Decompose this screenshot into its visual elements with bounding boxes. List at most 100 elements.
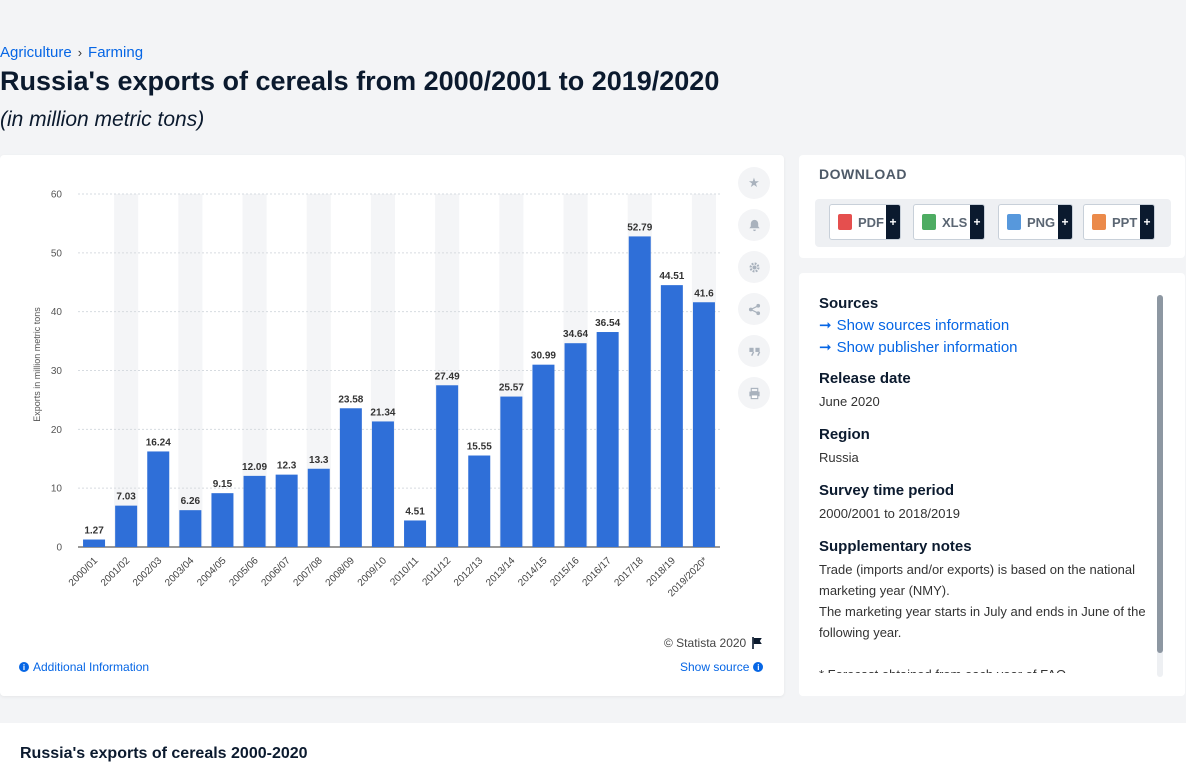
data-label: 9.15: [213, 479, 233, 490]
x-tick-label: 2014/15: [516, 555, 550, 589]
print-icon[interactable]: [738, 377, 770, 409]
additional-information-link[interactable]: i Additional Information: [19, 660, 149, 674]
y-tick-label: 10: [51, 484, 63, 495]
bar: [211, 493, 234, 547]
chart-toolbar: ★: [738, 167, 770, 409]
share-icon[interactable]: [738, 293, 770, 325]
data-label: 15.55: [467, 442, 492, 453]
flag-icon[interactable]: [752, 637, 763, 649]
details-scrollbar-thumb[interactable]: [1157, 295, 1163, 653]
supplementary-note-1: Trade (imports and/or exports) is based …: [819, 562, 1136, 598]
y-tick-label: 30: [51, 366, 63, 377]
x-tick-label: 2017/18: [613, 555, 647, 589]
data-label: 7.03: [116, 492, 136, 503]
show-source-label: Show source: [680, 660, 750, 674]
y-tick-label: 40: [51, 307, 63, 318]
y-tick-label: 20: [51, 425, 63, 436]
download-ppt-button[interactable]: PPT +: [1083, 204, 1155, 240]
survey-period-heading: Survey time period: [819, 482, 955, 499]
x-tick-label: 2004/05: [195, 555, 229, 589]
ppt-file-icon: [1092, 214, 1106, 230]
data-label: 4.51: [405, 506, 425, 517]
data-label: 6.26: [181, 496, 201, 507]
data-label: 27.49: [435, 371, 460, 382]
related-statistic-title: Russia's exports of cereals 2000-2020: [20, 745, 308, 762]
x-tick-label: 2000/01: [67, 555, 101, 589]
bar: [371, 421, 394, 547]
download-card: DOWNLOAD PDF + XLS + PNG + PPT +: [799, 155, 1185, 258]
plus-icon: +: [886, 205, 900, 239]
download-xls-button[interactable]: XLS +: [913, 204, 985, 240]
x-tick-label: 2013/14: [484, 555, 518, 589]
show-publisher-label: Show publisher information: [836, 338, 1018, 356]
data-label: 21.34: [370, 407, 395, 418]
bar: [692, 302, 715, 547]
data-label: 36.54: [595, 318, 620, 329]
data-label: 30.99: [531, 351, 556, 362]
xls-file-icon: [922, 214, 936, 230]
bar: [147, 451, 170, 547]
top-bar: [0, 0, 1186, 36]
bar: [532, 364, 555, 547]
plus-icon: +: [1058, 205, 1072, 239]
sources-section: Sources ➞ Show sources information ➞ Sho…: [819, 295, 1149, 356]
download-pdf-button[interactable]: PDF +: [829, 204, 901, 240]
y-axis-label: Exports in million metric tons: [32, 307, 42, 422]
bar: [339, 408, 362, 547]
details-scrollbar[interactable]: [1157, 295, 1163, 677]
survey-period-section: Survey time period 2000/2001 to 2018/201…: [819, 482, 1149, 524]
show-sources-link[interactable]: ➞ Show sources information: [819, 316, 1149, 335]
bar: [275, 474, 298, 547]
data-label: 44.51: [659, 271, 684, 282]
statistic-details-card: Sources ➞ Show sources information ➞ Sho…: [799, 273, 1185, 696]
data-label: 41.6: [694, 288, 714, 299]
region-section: Region Russia: [819, 426, 1149, 468]
x-tick-label: 2015/16: [548, 555, 582, 589]
x-tick-label: 2012/13: [452, 555, 486, 589]
download-title: DOWNLOAD: [819, 166, 907, 182]
bar: [115, 505, 138, 547]
download-xls-label: XLS: [942, 214, 968, 230]
breadcrumb-agriculture[interactable]: Agriculture: [0, 44, 72, 61]
show-sources-label: Show sources information: [836, 316, 1010, 334]
settings-gear-icon[interactable]: [738, 251, 770, 283]
details-fade: [799, 673, 1185, 696]
png-image-icon: [1007, 214, 1021, 230]
download-png-label: PNG: [1027, 214, 1056, 230]
release-date-heading: Release date: [819, 370, 911, 387]
survey-period-value: 2000/2001 to 2018/2019: [819, 506, 960, 521]
y-tick-label: 0: [56, 543, 62, 554]
copyright-text: © Statista 2020: [664, 636, 747, 650]
x-tick-label: 2016/17: [580, 555, 614, 589]
notification-bell-icon[interactable]: [738, 209, 770, 241]
chart-card: 0 10 20 30 40 50 60 Exports in million metric t…: [0, 155, 784, 696]
statistic-details: Sources ➞ Show sources information ➞ Sho…: [819, 295, 1149, 696]
sources-heading: Sources: [819, 295, 879, 312]
page-title: Russia's exports of cereals from 2000/20…: [0, 66, 720, 96]
data-label: 16.24: [146, 437, 171, 448]
download-ppt-label: PPT: [1112, 214, 1138, 230]
show-publisher-link[interactable]: ➞ Show publisher information: [819, 338, 1149, 357]
pdf-file-icon: [838, 214, 852, 230]
arrow-right-icon: ➞: [819, 339, 832, 356]
x-tick-label: 2002/03: [131, 555, 165, 589]
arrow-right-icon: ➞: [819, 317, 832, 334]
bar: [83, 539, 106, 547]
x-tick-label: 2010/11: [388, 555, 421, 588]
supplementary-notes-section: Supplementary notes Trade (imports and/o…: [819, 538, 1149, 685]
data-label: 34.64: [563, 329, 588, 340]
x-tick-label: 2009/10: [356, 555, 390, 589]
bar: [596, 332, 619, 547]
favorite-star-icon[interactable]: ★: [738, 167, 770, 199]
related-statistic-card: Russia's exports of cereals 2000-2020: [0, 723, 1186, 783]
breadcrumb-farming[interactable]: Farming: [88, 44, 144, 61]
plus-icon: +: [1140, 205, 1154, 239]
quote-icon[interactable]: [738, 335, 770, 367]
show-source-link[interactable]: Show source i: [680, 660, 764, 674]
data-label: 23.58: [338, 394, 363, 405]
x-tick-label: 2008/09: [324, 555, 358, 589]
download-png-button[interactable]: PNG +: [998, 204, 1073, 240]
download-buttons-row: PDF + XLS + PNG + PPT +: [815, 199, 1171, 247]
breadcrumb-separator: ›: [77, 45, 83, 60]
y-tick-label: 50: [51, 248, 63, 259]
